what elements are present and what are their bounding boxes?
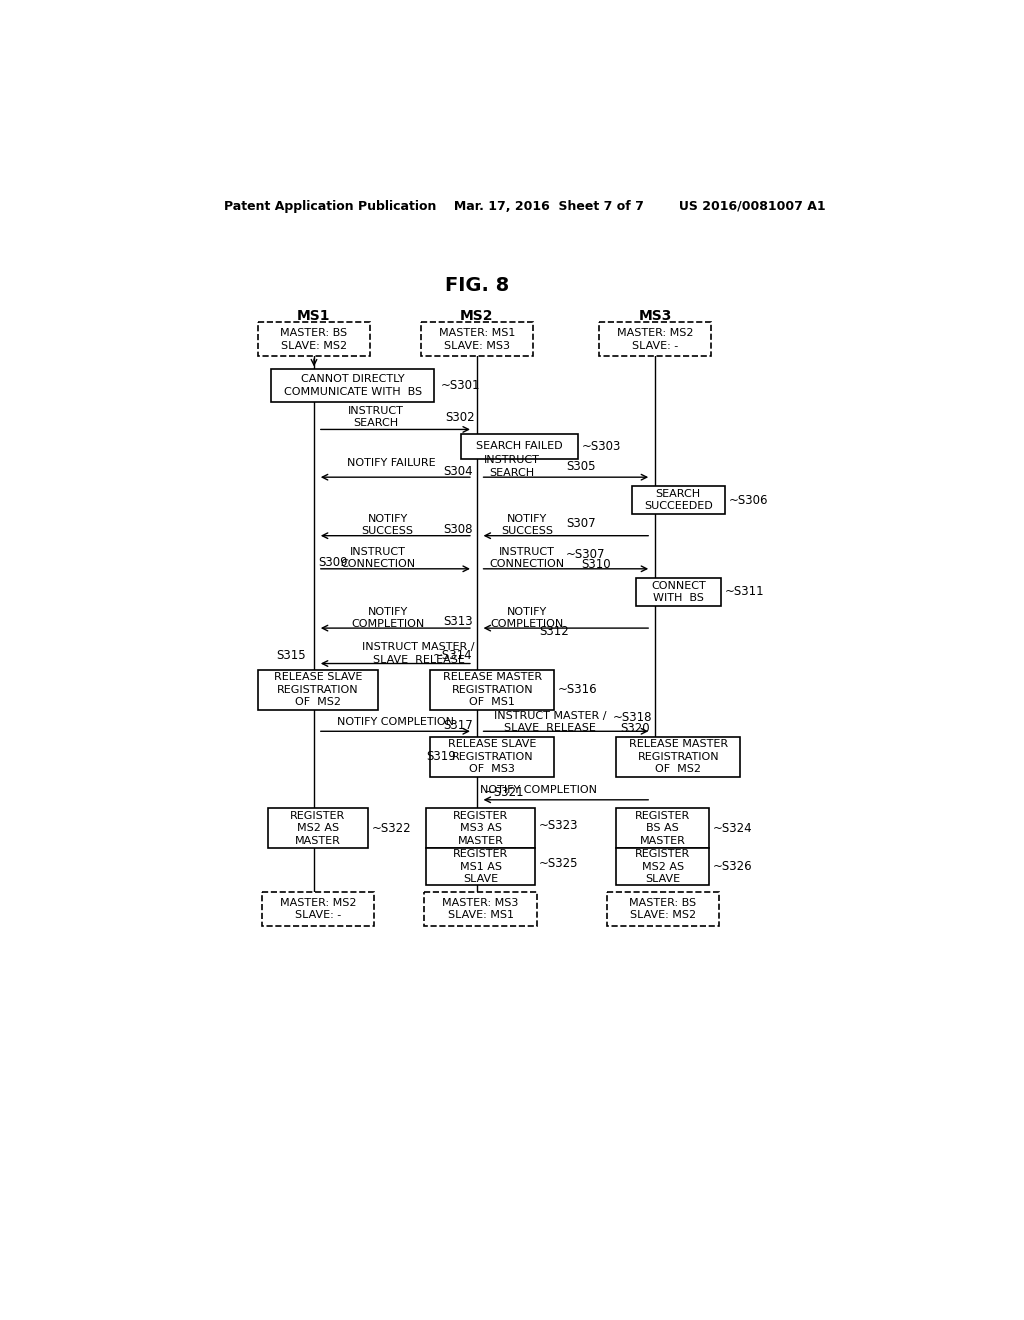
Text: ~S314: ~S314	[433, 649, 473, 663]
Bar	[606, 892, 719, 927]
Text: S309: S309	[317, 556, 347, 569]
Text: INSTRUCT
CONNECTION: INSTRUCT CONNECTION	[489, 546, 564, 569]
Bar	[262, 892, 374, 927]
Text: S312: S312	[539, 626, 568, 639]
Text: FIG. 8: FIG. 8	[444, 276, 509, 294]
Text: ~S318: ~S318	[612, 711, 652, 723]
Text: MASTER: MS3
SLAVE: MS1: MASTER: MS3 SLAVE: MS1	[442, 898, 519, 920]
Text: RELEASE SLAVE
REGISTRATION
OF  MS3: RELEASE SLAVE REGISTRATION OF MS3	[449, 739, 537, 774]
Text: MS3: MS3	[638, 309, 672, 323]
Text: SEARCH
SUCCEEDED: SEARCH SUCCEEDED	[644, 490, 713, 511]
Text: INSTRUCT MASTER /
SLAVE  RELEASE: INSTRUCT MASTER / SLAVE RELEASE	[495, 711, 606, 733]
Text: S305: S305	[566, 459, 595, 473]
Bar	[430, 737, 554, 776]
Text: NOTIFY COMPLETION: NOTIFY COMPLETION	[337, 717, 454, 727]
Text: S310: S310	[582, 557, 611, 570]
Text: INSTRUCT
CONNECTION: INSTRUCT CONNECTION	[340, 546, 415, 569]
Bar	[430, 669, 554, 710]
Bar	[616, 737, 740, 776]
Text: Patent Application Publication    Mar. 17, 2016  Sheet 7 of 7        US 2016/008: Patent Application Publication Mar. 17, …	[224, 199, 825, 213]
Text: NOTIFY FAILURE: NOTIFY FAILURE	[347, 458, 436, 469]
Bar	[461, 434, 578, 459]
Text: MASTER: MS1
SLAVE: MS3: MASTER: MS1 SLAVE: MS3	[438, 329, 515, 351]
Text: S313: S313	[443, 615, 473, 628]
Bar	[599, 322, 712, 356]
Bar	[426, 849, 535, 886]
Text: MS1: MS1	[297, 309, 331, 323]
Text: S307: S307	[566, 517, 596, 529]
Text: ~S323: ~S323	[539, 818, 579, 832]
Bar	[421, 322, 532, 356]
Text: ~S324: ~S324	[713, 822, 753, 834]
Text: ~S307: ~S307	[566, 548, 605, 561]
Text: S304: S304	[443, 465, 473, 478]
Text: S319: S319	[426, 750, 456, 763]
Text: ~S321: ~S321	[484, 785, 524, 799]
Text: RELEASE SLAVE
REGISTRATION
OF  MS2: RELEASE SLAVE REGISTRATION OF MS2	[273, 672, 362, 708]
Text: S302: S302	[445, 411, 475, 424]
Text: MASTER: BS
SLAVE: MS2: MASTER: BS SLAVE: MS2	[629, 898, 696, 920]
Text: INSTRUCT
SEARCH: INSTRUCT SEARCH	[348, 407, 403, 428]
Text: MASTER: BS
SLAVE: MS2: MASTER: BS SLAVE: MS2	[281, 329, 347, 351]
Text: RELEASE MASTER
REGISTRATION
OF  MS1: RELEASE MASTER REGISTRATION OF MS1	[442, 672, 542, 708]
Text: ~S322: ~S322	[372, 822, 412, 834]
Text: REGISTER
MS1 AS
SLAVE: REGISTER MS1 AS SLAVE	[453, 849, 508, 884]
Text: ~S303: ~S303	[582, 440, 621, 453]
Text: S308: S308	[443, 523, 473, 536]
Text: ~S306: ~S306	[729, 494, 768, 507]
Text: S317: S317	[443, 718, 473, 731]
Bar	[636, 578, 721, 606]
Text: S315: S315	[276, 649, 306, 663]
Bar	[258, 322, 371, 356]
Text: S320: S320	[621, 722, 650, 735]
Text: REGISTER
MS2 AS
SLAVE: REGISTER MS2 AS SLAVE	[635, 849, 690, 884]
Text: ~S325: ~S325	[539, 857, 579, 870]
Bar	[426, 808, 535, 849]
Text: REGISTER
BS AS
MASTER: REGISTER BS AS MASTER	[635, 810, 690, 846]
Text: MASTER: MS2
SLAVE: -: MASTER: MS2 SLAVE: -	[280, 898, 356, 920]
Text: NOTIFY
SUCCESS: NOTIFY SUCCESS	[361, 513, 414, 536]
Text: REGISTER
MS3 AS
MASTER: REGISTER MS3 AS MASTER	[453, 810, 508, 846]
Text: NOTIFY COMPLETION: NOTIFY COMPLETION	[480, 785, 597, 795]
Bar	[424, 892, 537, 927]
Text: ~S311: ~S311	[725, 585, 764, 598]
Text: INSTRUCT
SEARCH: INSTRUCT SEARCH	[483, 455, 540, 478]
Text: RELEASE MASTER
REGISTRATION
OF  MS2: RELEASE MASTER REGISTRATION OF MS2	[629, 739, 728, 774]
Text: SEARCH FAILED: SEARCH FAILED	[476, 441, 562, 451]
Text: CANNOT DIRECTLY
COMMUNICATE WITH  BS: CANNOT DIRECTLY COMMUNICATE WITH BS	[284, 375, 422, 397]
Bar	[267, 808, 369, 849]
Text: REGISTER
MS2 AS
MASTER: REGISTER MS2 AS MASTER	[290, 810, 345, 846]
Text: NOTIFY
SUCCESS: NOTIFY SUCCESS	[501, 513, 553, 536]
Text: NOTIFY
COMPLETION: NOTIFY COMPLETION	[490, 607, 564, 630]
Text: MS2: MS2	[460, 309, 494, 323]
Text: ~S326: ~S326	[713, 861, 753, 874]
Text: INSTRUCT MASTER /
SLAVE  RELEASE: INSTRUCT MASTER / SLAVE RELEASE	[362, 643, 475, 665]
Bar	[258, 669, 378, 710]
Bar	[616, 808, 710, 849]
Bar	[271, 370, 434, 401]
Text: CONNECT
WITH  BS: CONNECT WITH BS	[651, 581, 706, 603]
Text: MASTER: MS2
SLAVE: -: MASTER: MS2 SLAVE: -	[616, 329, 693, 351]
Text: ~S301: ~S301	[440, 379, 480, 392]
Bar	[632, 487, 725, 515]
Text: NOTIFY
COMPLETION: NOTIFY COMPLETION	[351, 607, 424, 630]
Bar	[616, 849, 710, 886]
Text: ~S316: ~S316	[558, 684, 598, 696]
